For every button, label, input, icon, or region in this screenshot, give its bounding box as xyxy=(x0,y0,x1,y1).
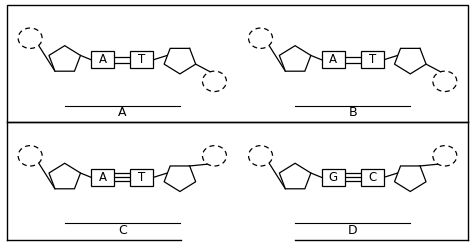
Bar xyxy=(91,51,114,68)
Text: B: B xyxy=(348,106,357,119)
Text: A: A xyxy=(329,53,337,66)
Bar xyxy=(130,51,153,68)
Polygon shape xyxy=(49,46,80,71)
Polygon shape xyxy=(49,163,80,189)
Text: T: T xyxy=(138,53,145,66)
Circle shape xyxy=(202,146,227,166)
Circle shape xyxy=(202,71,227,92)
Bar xyxy=(322,169,345,186)
Polygon shape xyxy=(279,46,311,71)
Polygon shape xyxy=(164,166,196,192)
Circle shape xyxy=(248,146,273,166)
Circle shape xyxy=(18,28,42,49)
Polygon shape xyxy=(395,48,426,74)
Circle shape xyxy=(18,146,42,166)
Bar xyxy=(91,169,114,186)
Circle shape xyxy=(433,71,457,92)
Text: C: C xyxy=(368,171,376,184)
Bar xyxy=(361,51,384,68)
Bar xyxy=(7,5,468,122)
Circle shape xyxy=(433,146,457,166)
Circle shape xyxy=(248,28,273,49)
Bar xyxy=(361,169,384,186)
Text: A: A xyxy=(118,106,126,119)
Text: A: A xyxy=(99,171,107,184)
Text: A: A xyxy=(99,53,107,66)
Polygon shape xyxy=(164,48,196,74)
Text: G: G xyxy=(329,171,338,184)
Polygon shape xyxy=(395,166,426,192)
Text: D: D xyxy=(348,224,358,237)
Polygon shape xyxy=(279,163,311,189)
Text: T: T xyxy=(369,53,376,66)
Text: C: C xyxy=(118,224,127,237)
Bar xyxy=(322,51,345,68)
Text: T: T xyxy=(138,171,145,184)
Bar xyxy=(130,169,153,186)
